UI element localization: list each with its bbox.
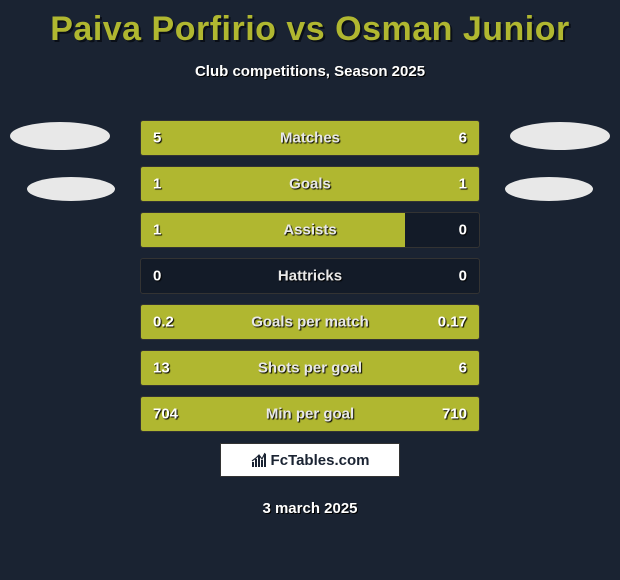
player-right-shadow bbox=[505, 177, 593, 201]
stat-label: Matches bbox=[280, 130, 340, 147]
value-left: 0.2 bbox=[153, 314, 174, 331]
stat-row: 5 6 Matches bbox=[140, 120, 480, 156]
stat-row: 1 0 Assists bbox=[140, 212, 480, 248]
value-left: 13 bbox=[153, 360, 170, 377]
page-title: Paiva Porfirio vs Osman Junior bbox=[0, 0, 620, 49]
stat-row: 13 6 Shots per goal bbox=[140, 350, 480, 386]
value-right: 0 bbox=[459, 268, 467, 285]
value-right: 0.17 bbox=[438, 314, 467, 331]
stat-label: Shots per goal bbox=[258, 360, 362, 377]
value-left: 704 bbox=[153, 406, 178, 423]
subtitle: Club competitions, Season 2025 bbox=[0, 63, 620, 80]
comparison-bars: 56Matches11Goals10Assists00Hattricks0.20… bbox=[140, 120, 480, 442]
stat-row: 0 0 Hattricks bbox=[140, 258, 480, 294]
value-left: 0 bbox=[153, 268, 161, 285]
value-left: 5 bbox=[153, 130, 161, 147]
value-left: 1 bbox=[153, 176, 161, 193]
bar-right-fill bbox=[310, 167, 479, 201]
stat-label: Goals per match bbox=[251, 314, 369, 331]
brand-text: FcTables.com bbox=[271, 452, 370, 469]
stat-row: 0.2 0.17 Goals per match bbox=[140, 304, 480, 340]
player-right-avatar-placeholder bbox=[510, 122, 610, 150]
stat-row: 1 1 Goals bbox=[140, 166, 480, 202]
bar-left-fill bbox=[141, 213, 405, 247]
stat-label: Goals bbox=[289, 176, 331, 193]
value-right: 6 bbox=[459, 130, 467, 147]
value-right: 710 bbox=[442, 406, 467, 423]
player-left-shadow bbox=[27, 177, 115, 201]
chart-icon bbox=[251, 452, 267, 468]
value-right: 1 bbox=[459, 176, 467, 193]
stat-label: Hattricks bbox=[278, 268, 342, 285]
date-label: 3 march 2025 bbox=[262, 500, 357, 517]
player-left-avatar-placeholder bbox=[10, 122, 110, 150]
stat-label: Assists bbox=[283, 222, 336, 239]
stat-row: 704 710 Min per goal bbox=[140, 396, 480, 432]
value-right: 0 bbox=[459, 222, 467, 239]
stat-label: Min per goal bbox=[266, 406, 354, 423]
bar-left-fill bbox=[141, 121, 295, 155]
value-right: 6 bbox=[459, 360, 467, 377]
bar-left-fill bbox=[141, 167, 310, 201]
brand-badge: FcTables.com bbox=[220, 443, 400, 477]
value-left: 1 bbox=[153, 222, 161, 239]
